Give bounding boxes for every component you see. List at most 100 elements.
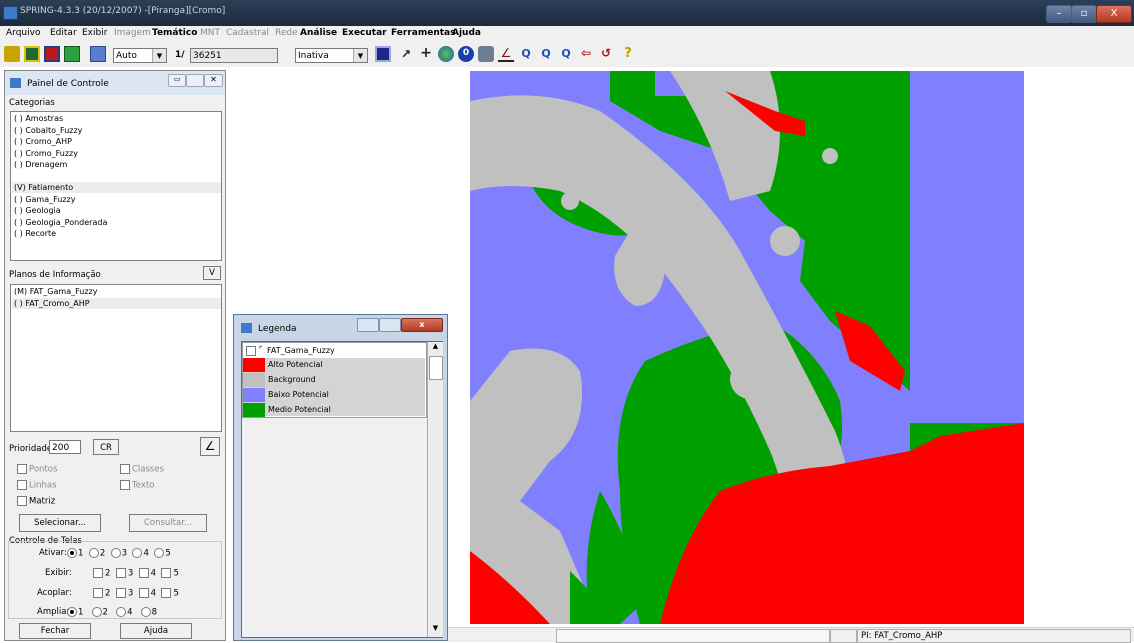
- toolbar: Auto ▼ 1/ 36251 Inativa ▼ ↗ + 0 ∠ Q Q Q …: [0, 43, 1134, 68]
- status-bar: PI: FAT_Cromo_AHP: [448, 627, 1134, 643]
- legend-item: Medio Potencial: [243, 403, 425, 417]
- scroll-down-icon[interactable]: ▼: [432, 624, 439, 632]
- classes-checkbox[interactable]: Classes: [120, 464, 164, 475]
- pointer-icon[interactable]: ↗: [400, 47, 412, 61]
- menu-imagem[interactable]: Imagem: [114, 28, 151, 38]
- panel-minimize-button[interactable]: ▭: [168, 74, 186, 87]
- legend-item: Alto Potencial: [243, 358, 425, 372]
- thematic-map[interactable]: [470, 71, 1024, 624]
- title-bar: SPRING-4.3.3 (20/12/2007) -[Piranga][Cro…: [0, 0, 1134, 26]
- panel-maximize-button[interactable]: [186, 74, 204, 87]
- menu-rede[interactable]: Rede: [275, 28, 298, 38]
- legend-close-button[interactable]: x: [401, 318, 443, 332]
- legend-scrollbar[interactable]: ▲ ▼: [427, 342, 443, 637]
- list-item[interactable]: ( ) Drenagem: [14, 160, 68, 169]
- list-item[interactable]: ( ) Geologia_Ponderada: [14, 218, 108, 227]
- edit-icon[interactable]: ∠: [200, 437, 220, 456]
- menu-tematico[interactable]: Temático: [152, 28, 198, 38]
- close-button[interactable]: X: [1096, 5, 1132, 23]
- maximize-button[interactable]: ▫: [1071, 5, 1097, 23]
- selected-row-highlight: [12, 182, 221, 193]
- menu-arquivo[interactable]: Arquivo: [6, 28, 41, 38]
- list-item[interactable]: (M) FAT_Gama_Fuzzy: [14, 287, 98, 296]
- list-item[interactable]: ( ) Recorte: [14, 229, 57, 238]
- help-icon[interactable]: ?: [624, 46, 632, 61]
- legend-title: Legenda: [258, 324, 297, 334]
- legend-item: Baixo Potencial: [243, 388, 425, 402]
- state-select[interactable]: Inativa ▼: [295, 48, 368, 63]
- legend-label: Baixo Potencial: [268, 390, 329, 399]
- texto-checkbox[interactable]: Texto: [120, 480, 154, 491]
- menu-editar[interactable]: Editar: [50, 28, 77, 38]
- list-item[interactable]: ( ) Cromo_AHP: [14, 137, 72, 146]
- panel-title-bar: Painel de Controle ▭ ✕: [5, 71, 225, 95]
- cr-button[interactable]: CR: [93, 439, 119, 455]
- pencil-icon[interactable]: ∠: [498, 46, 514, 62]
- legend-maximize-button[interactable]: [379, 318, 401, 332]
- map-background-spot: [767, 371, 783, 387]
- list-item[interactable]: ( ) FAT_Cromo_AHP: [14, 299, 90, 308]
- draw-icon[interactable]: [64, 46, 80, 62]
- zoom-in-icon[interactable]: Q: [521, 47, 531, 60]
- help-button[interactable]: Ajuda: [120, 623, 192, 639]
- map-background-spot: [822, 148, 838, 164]
- panel-close-button[interactable]: ✕: [204, 74, 223, 87]
- redraw-icon[interactable]: ↺: [600, 46, 612, 60]
- menu-mnt[interactable]: MNT: [200, 28, 220, 38]
- legend-swatch: [243, 358, 265, 372]
- exibir-checkbox-group[interactable]: 2 3 4 5: [93, 568, 179, 579]
- state-value: Inativa: [298, 51, 329, 61]
- ampliar-radio-group[interactable]: 1 2 4 8: [67, 607, 157, 618]
- map-medio-potencial-patch: [570, 571, 620, 624]
- priority-input[interactable]: 200: [49, 440, 81, 454]
- zoom-mode-select[interactable]: Auto ▼: [113, 48, 167, 63]
- categories-list[interactable]: ( ) Amostras ( ) Cobalto_Fuzzy ( ) Cromo…: [10, 111, 222, 261]
- acoplar-checkbox-group[interactable]: 2 3 4 5: [93, 588, 179, 599]
- menu-bar: Arquivo Editar Exibir Imagem Temático MN…: [0, 26, 1134, 43]
- pan-icon[interactable]: [438, 46, 454, 62]
- layer-checkbox[interactable]: [246, 346, 256, 356]
- list-item[interactable]: ( ) Cobalto_Fuzzy: [14, 126, 83, 135]
- zoom-area-icon[interactable]: Q: [561, 47, 571, 60]
- planes-view-button[interactable]: V: [203, 266, 221, 280]
- zoom-out-icon[interactable]: Q: [541, 47, 551, 60]
- menu-analise[interactable]: Análise: [300, 28, 338, 38]
- info-icon[interactable]: 0: [458, 46, 474, 62]
- project-icon[interactable]: [24, 46, 40, 62]
- planes-list[interactable]: (M) FAT_Gama_Fuzzy ( ) FAT_Cromo_AHP: [10, 284, 222, 432]
- select-button[interactable]: Selecionar...: [19, 514, 101, 532]
- scroll-up-icon[interactable]: ▲: [432, 342, 439, 350]
- eraser-icon[interactable]: [478, 46, 494, 62]
- legend-swatch: [243, 373, 265, 387]
- legend-minimize-button[interactable]: [357, 318, 379, 332]
- screens-group: [8, 541, 222, 619]
- menu-executar[interactable]: Executar: [342, 28, 387, 38]
- pontos-checkbox[interactable]: Pontos: [17, 464, 57, 475]
- list-item[interactable]: ( ) Amostras: [14, 114, 64, 123]
- menu-ferramentas[interactable]: Ferramentas: [391, 28, 456, 38]
- grid-icon[interactable]: [375, 46, 391, 62]
- list-item[interactable]: ( ) Gama_Fuzzy: [14, 195, 76, 204]
- database-icon[interactable]: [4, 46, 20, 62]
- close-panel-button[interactable]: Fechar: [19, 623, 91, 639]
- list-item-selected[interactable]: (V) Fatiamento: [14, 183, 74, 192]
- display-icon[interactable]: [90, 46, 106, 62]
- menu-cadastral[interactable]: Cadastral: [226, 28, 269, 38]
- scale-field[interactable]: 36251: [190, 48, 278, 63]
- scroll-thumb[interactable]: [429, 356, 443, 380]
- consult-button[interactable]: Consultar...: [129, 514, 207, 532]
- back-arrow-icon[interactable]: ⇦: [580, 46, 592, 60]
- legend-window: Legenda x ⌜ FAT_Gama_Fuzzy Alto Potencia…: [233, 314, 448, 641]
- ativar-radio-group[interactable]: 1 2 3 4 5: [67, 548, 171, 559]
- matriz-label: Matriz: [29, 496, 56, 507]
- linhas-checkbox[interactable]: Linhas: [17, 480, 57, 491]
- map-alto-potencial-southwest: [470, 551, 550, 624]
- menu-ajuda[interactable]: Ajuda: [452, 28, 481, 38]
- layers-icon[interactable]: [44, 46, 60, 62]
- list-item[interactable]: ( ) Cromo_Fuzzy: [14, 149, 78, 158]
- matriz-checkbox[interactable]: Matriz: [17, 496, 55, 507]
- minimize-button[interactable]: –: [1046, 5, 1072, 23]
- crosshair-icon[interactable]: +: [420, 45, 432, 61]
- list-item[interactable]: ( ) Geologia: [14, 206, 61, 215]
- menu-exibir[interactable]: Exibir: [82, 28, 108, 38]
